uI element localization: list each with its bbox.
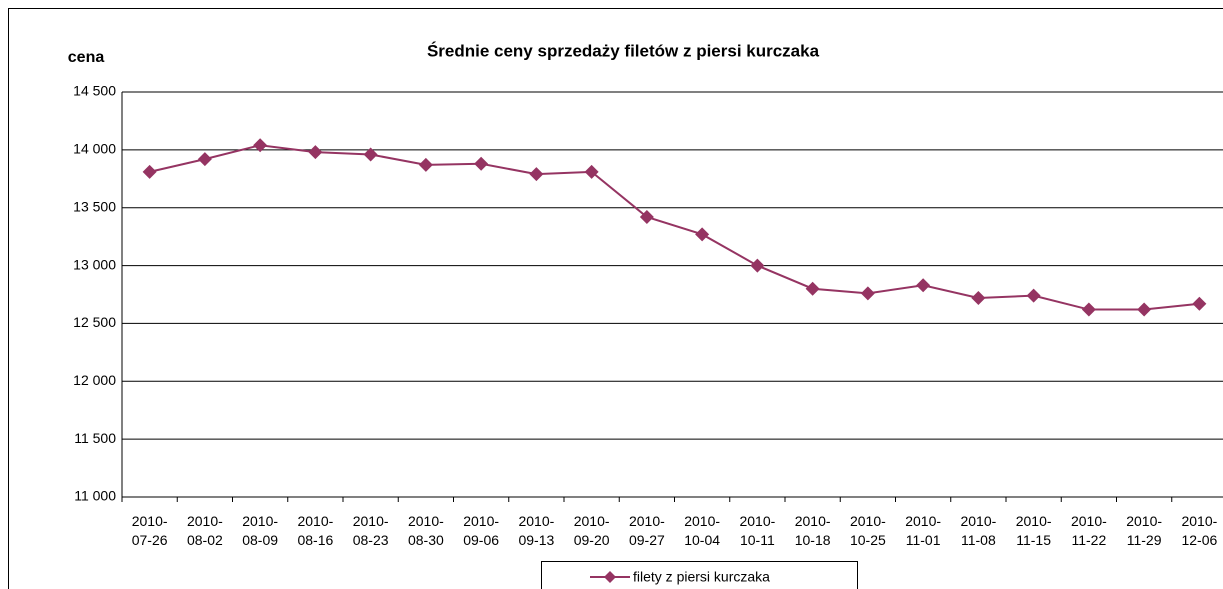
y-tick-label: 12 500 — [73, 314, 116, 330]
marker — [308, 145, 323, 160]
x-tick-label: 2010-11-01 — [905, 513, 942, 548]
marker — [750, 258, 765, 273]
marker — [584, 164, 599, 179]
y-tick-label: 12 000 — [73, 372, 116, 388]
chart-title: Średnie ceny sprzedaży filetów z piersi … — [427, 41, 820, 60]
y-tick-label: 13 500 — [73, 198, 116, 214]
marker — [639, 209, 654, 224]
marker — [474, 156, 489, 171]
x-tick-label: 2010-09-13 — [518, 513, 555, 548]
x-tick-label: 2010-12-06 — [1181, 513, 1218, 548]
x-tick-label: 2010-10-25 — [849, 513, 886, 548]
marker — [529, 167, 544, 182]
marker — [418, 157, 433, 172]
x-tick-label: 2010-10-11 — [739, 513, 776, 548]
marker — [805, 281, 820, 296]
x-tick-label: 2010-11-15 — [1015, 513, 1052, 548]
y-tick-label: 11 000 — [74, 488, 116, 504]
x-tick-label: 2010-09-20 — [573, 513, 610, 548]
line — [149, 144, 1200, 311]
x-tick-label: 2010-08-23 — [352, 513, 389, 548]
y-tick-label: 13 000 — [73, 256, 116, 272]
x-tick-label: 2010-10-18 — [794, 513, 831, 548]
x-tick-label: 2010-09-27 — [628, 513, 665, 548]
x-tick-label: 2010-08-30 — [407, 513, 444, 548]
marker — [1026, 288, 1041, 303]
marker — [971, 290, 986, 305]
x-tick-label: 2010-08-16 — [297, 513, 334, 548]
legend-box — [541, 561, 858, 589]
marker — [253, 138, 268, 153]
marker — [197, 152, 212, 167]
x-tick-label: 2010-08-02 — [186, 513, 223, 548]
y-tick-label: 14 000 — [73, 141, 116, 157]
x-tick-label: 2010-11-08 — [960, 513, 997, 548]
y-axis-title: cena — [68, 49, 105, 66]
marker — [916, 278, 931, 293]
x-tick-label: 2010-09-06 — [463, 513, 500, 548]
marker — [1081, 302, 1096, 317]
x-tick-label: 2010-08-09 — [242, 513, 279, 548]
legend-label: filety z piersi kurczaka — [633, 569, 770, 585]
x-tick-label: 2010-11-22 — [1070, 513, 1107, 548]
x-tick-label: 2010-07-26 — [131, 513, 168, 548]
marker — [1137, 302, 1152, 317]
marker — [142, 164, 157, 179]
marker — [363, 147, 378, 162]
y-tick-label: 11 500 — [74, 430, 116, 446]
marker — [860, 286, 875, 301]
x-tick-label: 2010-10-04 — [684, 513, 721, 548]
chart-border — [8, 8, 1223, 589]
x-tick-label: 2010-11-29 — [1126, 513, 1163, 548]
legend-marker — [604, 571, 616, 583]
marker — [1192, 296, 1207, 311]
marker — [695, 227, 710, 242]
y-tick-label: 14 500 — [73, 83, 116, 99]
